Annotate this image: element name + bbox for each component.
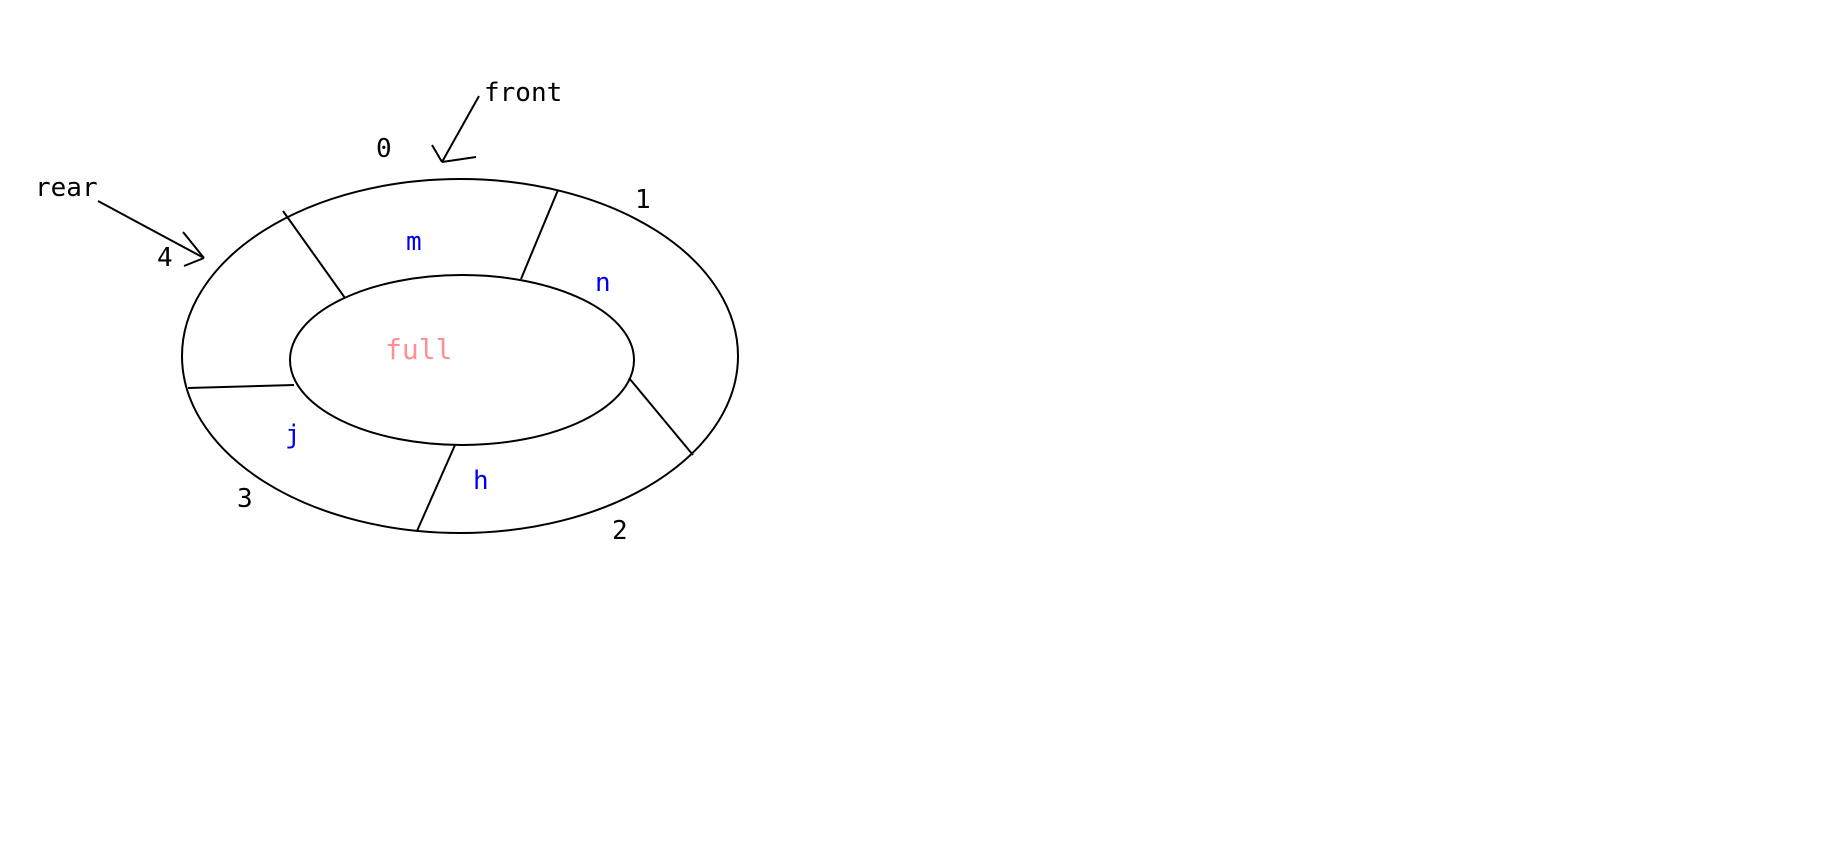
slot-value-2: h	[473, 466, 489, 496]
slot-index-2: 2	[612, 516, 628, 546]
divider-1-2	[628, 377, 694, 456]
slot-index-1: 1	[635, 185, 651, 215]
slot-value-1: n	[595, 268, 611, 298]
front-pointer-label: front	[484, 78, 562, 108]
slot-value-0: m	[406, 227, 422, 257]
divider-0-1	[520, 189, 559, 280]
queue-status-label: full	[385, 333, 452, 366]
rear-arrow-icon	[97, 200, 205, 267]
front-arrow-icon	[431, 95, 480, 163]
divider-2-3	[416, 444, 456, 532]
slot-index-3: 3	[237, 484, 253, 514]
divider-3-4	[187, 384, 295, 389]
rear-pointer-label: rear	[35, 173, 98, 203]
slot-index-0: 0	[376, 134, 392, 164]
inner-ring	[289, 274, 635, 446]
slot-value-3: j	[285, 420, 301, 450]
divider-4-0	[282, 210, 346, 299]
outer-ring	[181, 178, 739, 534]
slot-index-4: 4	[157, 243, 173, 273]
